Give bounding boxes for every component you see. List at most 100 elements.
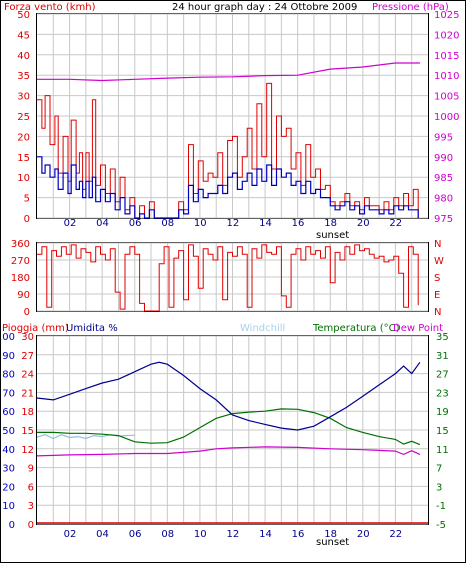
pressure-y-tick: 1010 [434,71,459,82]
pressure-line [37,62,420,82]
temperature-axis-title: Temperatura (°C) [312,323,400,334]
pressure-y-tick: 1025 [434,10,459,21]
wind-y-tick: 40 [17,51,30,62]
humidity-y-tick: 0 [9,520,15,531]
wind-y-tick: 30 [17,92,30,103]
pressure-y-tick: 980 [434,194,453,205]
x-tick-label: 04 [96,529,109,540]
humidity-y-tick: 80 [2,370,15,381]
temperature-y-tick: 27 [436,370,449,381]
rain-y-tick: 0 [28,520,34,531]
direction-y-tick: 0 [24,307,30,318]
rain-axis-title: Pioggia (mm) [2,323,69,334]
x-tick-label: 02 [64,218,77,229]
pressure-y-tick: 990 [434,153,453,164]
humidity-y-tick: 90 [2,351,15,362]
pressure-y-tick: 1020 [434,30,459,41]
x-tick-label: 18 [324,529,337,540]
dewpoint-line [36,446,421,457]
wind-y-tick: 50 [17,10,30,21]
x-tick-label: 06 [129,529,142,540]
direction-series [37,244,419,312]
rain-y-tick: 12 [21,445,34,456]
temperature-y-tick: 35 [436,332,449,343]
wind-y-tick: 20 [17,132,30,143]
temperature-series [36,361,428,524]
wind-axes: 02 04 06 08 10 12 14 16 18 20 22051015202530354045… [17,10,459,229]
temperature-y-tick: 19 [436,407,449,418]
pressure-y-tick: 995 [434,132,453,143]
sunset-label-bottom: sunset [316,537,349,548]
direction-y-tick: 270 [11,256,30,267]
compass-label: E [434,290,440,301]
pressure-axis-title: Pressione (hPa) [372,2,449,13]
humidity-y-tick: 20 [2,482,15,493]
compass-label: W [434,256,444,267]
temperature-y-tick: 3 [436,482,442,493]
direction-y-tick: 90 [17,290,30,301]
humidity-y-tick: 60 [2,407,15,418]
x-tick-label: 10 [194,218,207,229]
x-tick-label: 18 [324,218,337,229]
temperature-axes: 02 04 06 08 10 12 14 16 18 20 22036912151821242730… [0,332,449,540]
rain-y-tick: 3 [28,501,34,512]
x-tick-label: 08 [161,218,174,229]
humidity-y-tick: 70 [2,388,15,399]
wind-y-tick: 15 [17,153,30,164]
x-tick-label: 12 [227,529,240,540]
x-tick-label: 06 [129,218,142,229]
temperature-y-tick: -1 [436,501,446,512]
humidity-y-tick: 30 [2,464,15,475]
temperature-y-tick: -5 [436,520,446,531]
humidity-y-tick: 10 [2,501,15,512]
x-tick-label: 02 [64,529,77,540]
x-tick-label: 14 [259,529,272,540]
pressure-y-tick: 1000 [434,112,459,123]
temperature-y-tick: 7 [436,464,442,475]
wind-y-tick: 0 [24,214,30,225]
x-tick-label: 20 [357,529,370,540]
humidity-y-tick: 50 [2,426,15,437]
compass-label: N [434,239,441,250]
dewpoint-legend: Dew Point [393,323,443,334]
x-tick-label: 16 [292,529,305,540]
pressure-y-tick: 975 [434,214,453,225]
wind-y-tick: 35 [17,71,30,82]
chart-title: 24 hour graph day : 24 Ottobre 2009 [172,2,357,13]
rain-y-tick: 30 [21,332,34,343]
wind-y-tick: 45 [17,30,30,41]
pressure-y-tick: 985 [434,173,453,184]
temperature-y-tick: 15 [436,426,449,437]
rain-y-tick: 18 [21,407,34,418]
x-tick-label: 14 [259,218,272,229]
x-tick-label: 12 [227,218,240,229]
wind-y-tick: 25 [17,112,30,123]
direction-y-tick: 360 [11,239,30,250]
humidity-line [36,361,421,431]
humidity-y-tick: 40 [2,445,15,456]
x-tick-label: 22 [389,529,402,540]
x-tick-label: 04 [96,218,109,229]
compass-label: S [434,273,440,284]
pressure-y-tick: 1015 [434,51,459,62]
wind-series [37,62,420,219]
rain-y-tick: 24 [21,370,34,381]
direction-y-tick: 180 [11,273,30,284]
compass-label: N [434,307,441,318]
pressure-y-tick: 1005 [434,92,459,103]
windchill-legend: Windchill [240,323,285,334]
x-tick-label: 20 [357,218,370,229]
x-tick-label: 16 [292,218,305,229]
temperature-y-tick: 23 [436,388,449,399]
rain-y-tick: 27 [21,351,34,362]
temperature-line [37,408,421,446]
wind-speed-axis-title: Forza vento (kmh) [4,2,96,13]
temperature-y-tick: 31 [436,351,449,362]
wind-y-tick: 10 [17,173,30,184]
rain-y-tick: 9 [28,464,34,475]
humidity-axis-title: Umidita % [66,323,118,334]
sunset-label-top: sunset [316,230,349,241]
